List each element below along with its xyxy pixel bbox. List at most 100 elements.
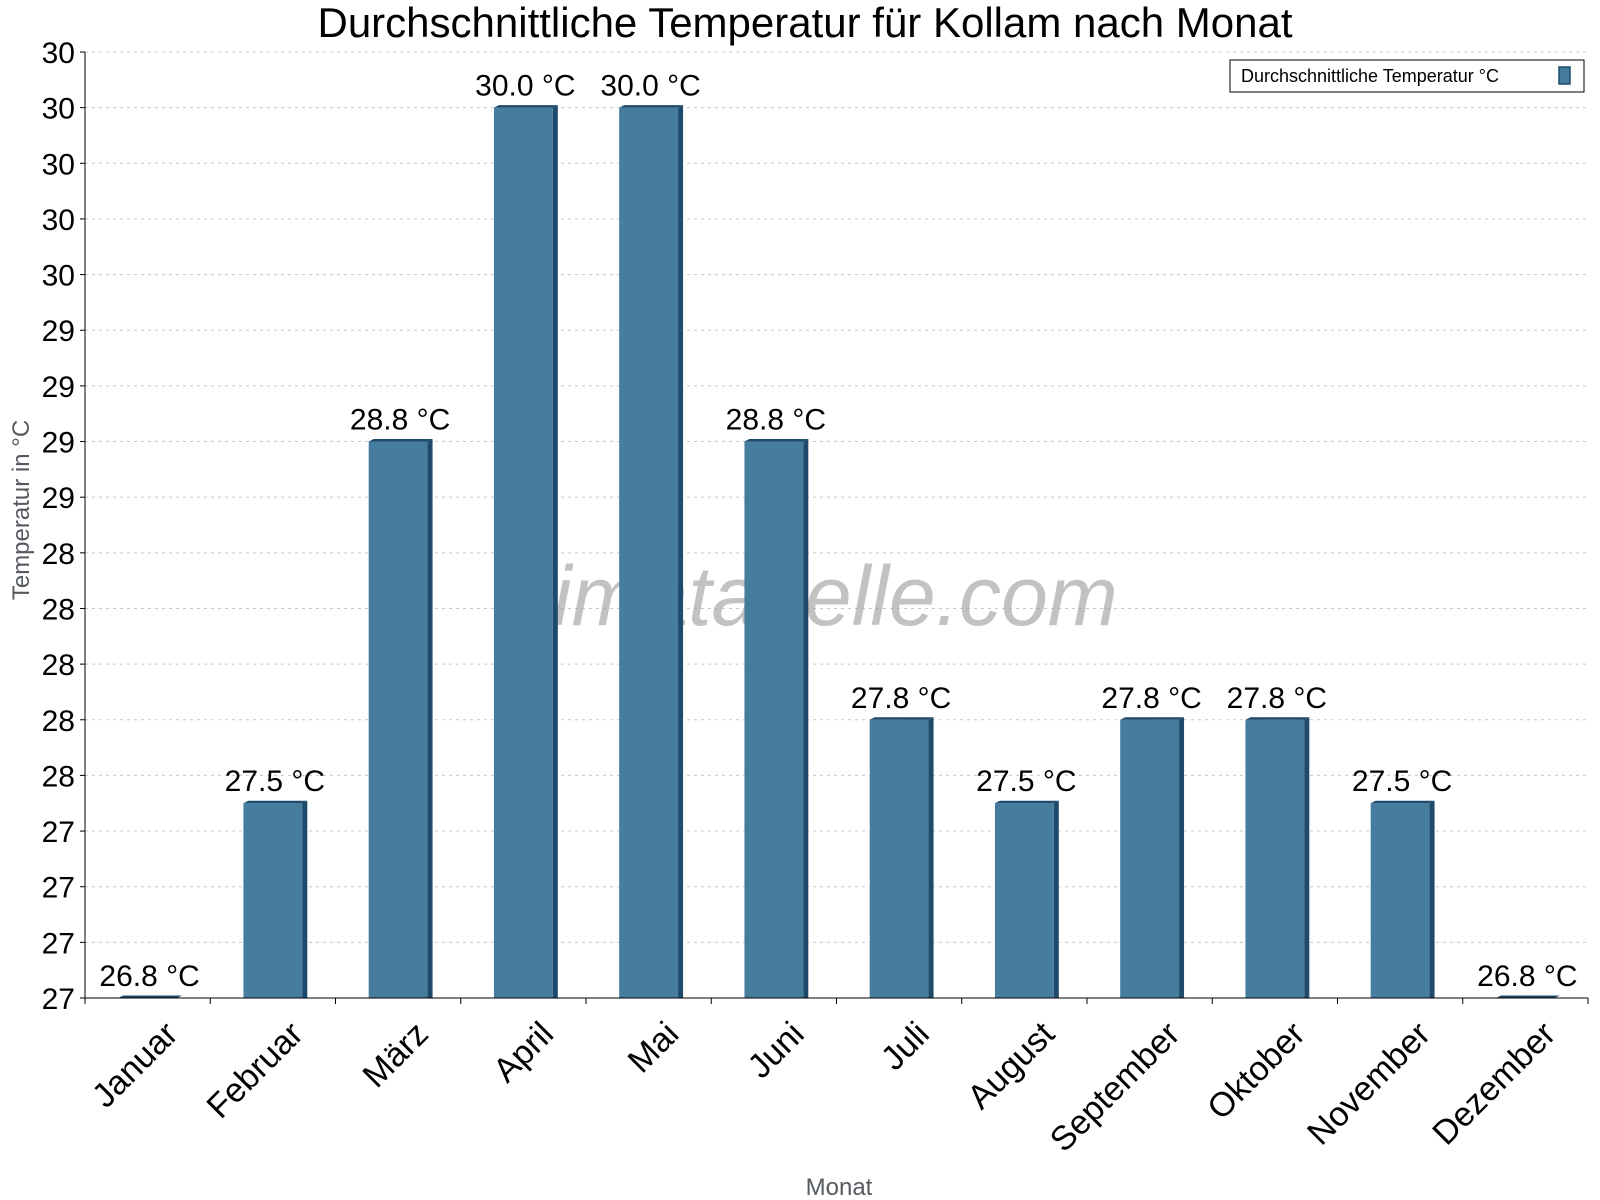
bar-november bbox=[1370, 800, 1435, 998]
bar-juni bbox=[744, 439, 809, 998]
value-label-august: 27.5 °C bbox=[976, 765, 1076, 798]
x-tick-label-februar: Februar bbox=[200, 1015, 311, 1126]
bar-side bbox=[803, 439, 809, 998]
x-axis-ticks: Januar Februar März April Mai Juni Juli AugustS… bbox=[84, 998, 1589, 1159]
bar-top bbox=[619, 105, 684, 108]
bar-face bbox=[994, 803, 1054, 998]
y-tick-label-9: 29 bbox=[42, 482, 75, 515]
y-tick-label-11: 29 bbox=[42, 371, 75, 404]
x-tick-label-juli: Juli bbox=[874, 1015, 937, 1078]
bar-april bbox=[493, 105, 558, 999]
legend-box bbox=[1229, 59, 1585, 93]
y-tick-label-17: 30 bbox=[42, 37, 75, 70]
y-tick-label-3: 27 bbox=[42, 816, 75, 849]
chart-title: Durchschnittliche Temperatur für Kollam … bbox=[317, 0, 1292, 46]
bar-side bbox=[1304, 717, 1310, 998]
bar-februar bbox=[243, 800, 308, 998]
bar-side bbox=[928, 717, 934, 998]
x-tick-label-märz: März bbox=[356, 1015, 436, 1095]
y-tick-label-12: 29 bbox=[42, 315, 75, 348]
bar-juli bbox=[869, 717, 934, 998]
bar-januar bbox=[118, 995, 183, 998]
y-tick-label-15: 30 bbox=[42, 148, 75, 181]
bar-face bbox=[1370, 803, 1430, 998]
bar-top bbox=[994, 800, 1059, 804]
bar-side bbox=[427, 439, 433, 998]
y-tick-label-4: 28 bbox=[42, 760, 75, 793]
bar-face bbox=[1245, 719, 1305, 998]
bar-top bbox=[1245, 717, 1310, 720]
x-tick-label-oktober: Oktober bbox=[1200, 1015, 1312, 1127]
x-tick-label-september: September bbox=[1043, 1015, 1187, 1159]
value-label-februar: 27.5 °C bbox=[225, 765, 325, 798]
bar-dezember bbox=[1495, 995, 1560, 998]
x-tick-label-april: April bbox=[486, 1015, 561, 1090]
x-tick-label-november: November bbox=[1300, 1015, 1438, 1153]
y-tick-label-13: 30 bbox=[42, 260, 75, 293]
bar-side bbox=[302, 800, 308, 998]
value-label-mai: 30.0 °C bbox=[600, 70, 700, 103]
axes bbox=[84, 52, 1588, 999]
y-tick-label-6: 28 bbox=[42, 649, 75, 682]
bar-side bbox=[678, 105, 684, 999]
value-label-november: 27.5 °C bbox=[1352, 765, 1452, 798]
grid-lines bbox=[85, 51, 1588, 943]
bar-face bbox=[619, 107, 679, 999]
y-tick-label-14: 30 bbox=[42, 204, 75, 237]
bar-top bbox=[243, 800, 308, 804]
bar-face bbox=[493, 107, 553, 999]
bar-face bbox=[744, 441, 804, 998]
bar-face bbox=[368, 441, 428, 998]
bar-face bbox=[1120, 719, 1180, 998]
x-tick-label-januar: Januar bbox=[85, 1015, 185, 1115]
y-tick-label-16: 30 bbox=[42, 93, 75, 126]
bar-side bbox=[1053, 800, 1059, 998]
bar-face bbox=[243, 803, 303, 998]
y-axis-label: Temperatur in °C bbox=[8, 420, 35, 600]
value-label-april: 30.0 °C bbox=[475, 70, 575, 103]
y-axis-ticks: 27 27 27 27 28 28 28 28 28 29 29 29 29 30 30 30 30 30 bbox=[42, 37, 85, 1016]
bar-top bbox=[1370, 800, 1435, 804]
bar-top bbox=[1495, 995, 1560, 998]
bar-september bbox=[1120, 717, 1185, 998]
legend: Durchschnittliche Temperatur °C bbox=[1229, 59, 1585, 93]
x-tick-label-juni: Juni bbox=[741, 1015, 812, 1086]
bar-side bbox=[1429, 800, 1435, 998]
bar-top bbox=[368, 439, 433, 442]
y-tick-label-7: 28 bbox=[42, 593, 75, 626]
x-axis-label: Monat bbox=[806, 1174, 873, 1200]
bar-series bbox=[118, 105, 1560, 999]
value-label-januar: 26.8 °C bbox=[99, 960, 199, 993]
legend-swatch bbox=[1558, 66, 1571, 85]
value-label-september: 27.8 °C bbox=[1101, 682, 1201, 715]
value-label-märz: 28.8 °C bbox=[350, 404, 450, 437]
bar-side bbox=[1179, 717, 1185, 998]
value-label-juli: 27.8 °C bbox=[851, 682, 951, 715]
value-label-dezember: 26.8 °C bbox=[1477, 960, 1577, 993]
y-tick-label-5: 28 bbox=[42, 705, 75, 738]
value-label-oktober: 27.8 °C bbox=[1227, 682, 1327, 715]
value-label-juni: 28.8 °C bbox=[726, 404, 826, 437]
bar-face bbox=[869, 719, 929, 998]
bar-august bbox=[994, 800, 1059, 998]
x-tick-label-august: August bbox=[960, 1014, 1062, 1116]
y-tick-label-8: 28 bbox=[42, 538, 75, 571]
bar-top bbox=[1120, 717, 1185, 720]
bar-top bbox=[493, 105, 558, 108]
y-tick-label-0: 27 bbox=[42, 983, 75, 1016]
value-labels: 26.8 °C 27.5 °C 28.8 °C 30.0 °C 30.0 °C 28.8 … bbox=[99, 70, 1577, 993]
bar-top bbox=[118, 995, 183, 998]
legend-entry-label: Durchschnittliche Temperatur °C bbox=[1241, 66, 1499, 86]
bar-top bbox=[869, 717, 934, 720]
bar-mai bbox=[619, 105, 684, 999]
y-tick-label-2: 27 bbox=[42, 872, 75, 905]
x-tick-label-dezember: Dezember bbox=[1425, 1015, 1563, 1153]
y-tick-label-1: 27 bbox=[42, 927, 75, 960]
bar-side bbox=[552, 105, 558, 999]
bar-oktober bbox=[1245, 717, 1310, 998]
bar-märz bbox=[368, 439, 433, 998]
bar-top bbox=[744, 439, 809, 442]
x-tick-label-mai: Mai bbox=[621, 1015, 687, 1081]
y-tick-label-10: 29 bbox=[42, 427, 75, 460]
